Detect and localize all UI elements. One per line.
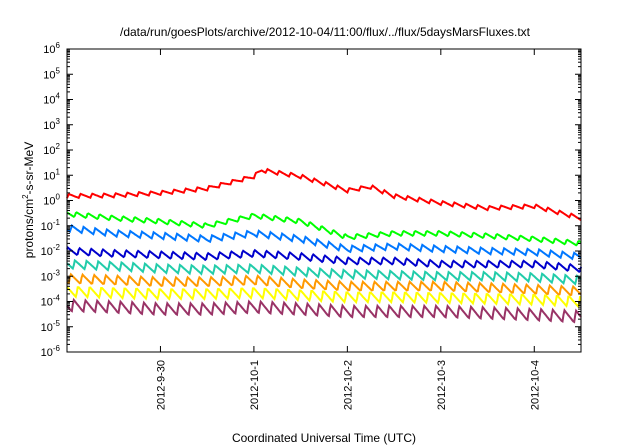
x-tick-label: 2012-10-4 (529, 360, 541, 410)
series-line (66, 246, 582, 273)
y-tick-label: 10-4 (41, 294, 61, 309)
y-tick-label-exp: -5 (53, 319, 61, 328)
y-tick-label: 10-1 (41, 218, 61, 233)
x-tick-label: 2012-9-30 (155, 360, 167, 410)
y-tick-label-exp: 0 (56, 193, 61, 202)
y-tick-label-base: 10 (43, 120, 55, 132)
y-axis-label-prefix: protons/cm (22, 199, 36, 258)
x-axis-ticks: 2012-9-30 2012-10-1 2012-10-2 2012-10-3 2012… (155, 49, 541, 410)
y-tick-label: 106 (43, 41, 60, 56)
series-line (66, 223, 582, 261)
y-tick-label: 10-2 (41, 243, 61, 258)
y-tick-label: 101 (43, 167, 60, 182)
x-tick-label: 2012-10-1 (249, 360, 261, 410)
series-line (66, 258, 582, 286)
y-tick-label-base: 10 (43, 44, 55, 56)
series-line (66, 272, 582, 297)
y-axis-ticks: 10-610-510-410-310-210-11001011021031041… (41, 41, 581, 359)
y-tick-label-exp: 2 (56, 142, 61, 151)
y-axis-label: protons/cm2-s-sr-MeV (21, 142, 36, 258)
y-tick-label-base: 10 (43, 95, 55, 107)
x-tick-label: 2012-10-2 (342, 360, 354, 410)
y-tick-label-exp: 6 (56, 41, 61, 50)
y-tick-label: 10-5 (41, 319, 61, 334)
y-tick-label-exp: 4 (56, 92, 61, 101)
y-tick-label-base: 10 (41, 221, 53, 233)
y-tick-label: 10-3 (41, 268, 61, 283)
y-tick-label-exp: 5 (56, 66, 61, 75)
y-tick-label-exp: -3 (53, 268, 61, 277)
y-tick-label: 104 (43, 92, 60, 107)
series-line (66, 211, 582, 247)
y-tick-label-base: 10 (43, 69, 55, 81)
y-tick-label: 102 (43, 142, 60, 157)
y-axis-label-suffix: -s-sr-MeV (22, 142, 36, 195)
y-tick-label: 103 (43, 117, 60, 132)
y-tick-label-exp: -2 (53, 243, 61, 252)
y-tick-label-base: 10 (41, 322, 53, 334)
y-tick-label: 10-6 (41, 344, 61, 359)
y-tick-label-base: 10 (43, 170, 55, 182)
y-tick-label: 105 (43, 66, 60, 81)
x-tick-label: 2012-10-3 (436, 360, 448, 410)
chart-title: /data/run/goesPlots/archive/2012-10-04/1… (120, 25, 531, 39)
y-tick-label-exp: 3 (56, 117, 61, 126)
y-tick-label-exp: 1 (56, 167, 61, 176)
y-axis-label-sup: 2 (21, 194, 30, 199)
y-tick-label: 100 (43, 193, 60, 208)
y-tick-label-base: 10 (43, 196, 55, 208)
y-tick-label-base: 10 (41, 271, 53, 283)
y-tick-label-base: 10 (41, 347, 53, 359)
x-axis-label: Coordinated Universal Time (UTC) (232, 431, 416, 445)
series-layer (66, 167, 582, 324)
y-tick-label-base: 10 (41, 246, 53, 258)
y-tick-label-base: 10 (43, 145, 55, 157)
series-line (66, 286, 581, 309)
y-tick-label-base: 10 (41, 297, 53, 309)
series-line (66, 297, 582, 324)
y-tick-label-exp: -1 (53, 218, 61, 227)
y-tick-label-exp: -6 (53, 344, 61, 353)
y-tick-label-exp: -4 (53, 294, 61, 303)
plot-frame (66, 48, 582, 353)
series-line (66, 167, 582, 222)
